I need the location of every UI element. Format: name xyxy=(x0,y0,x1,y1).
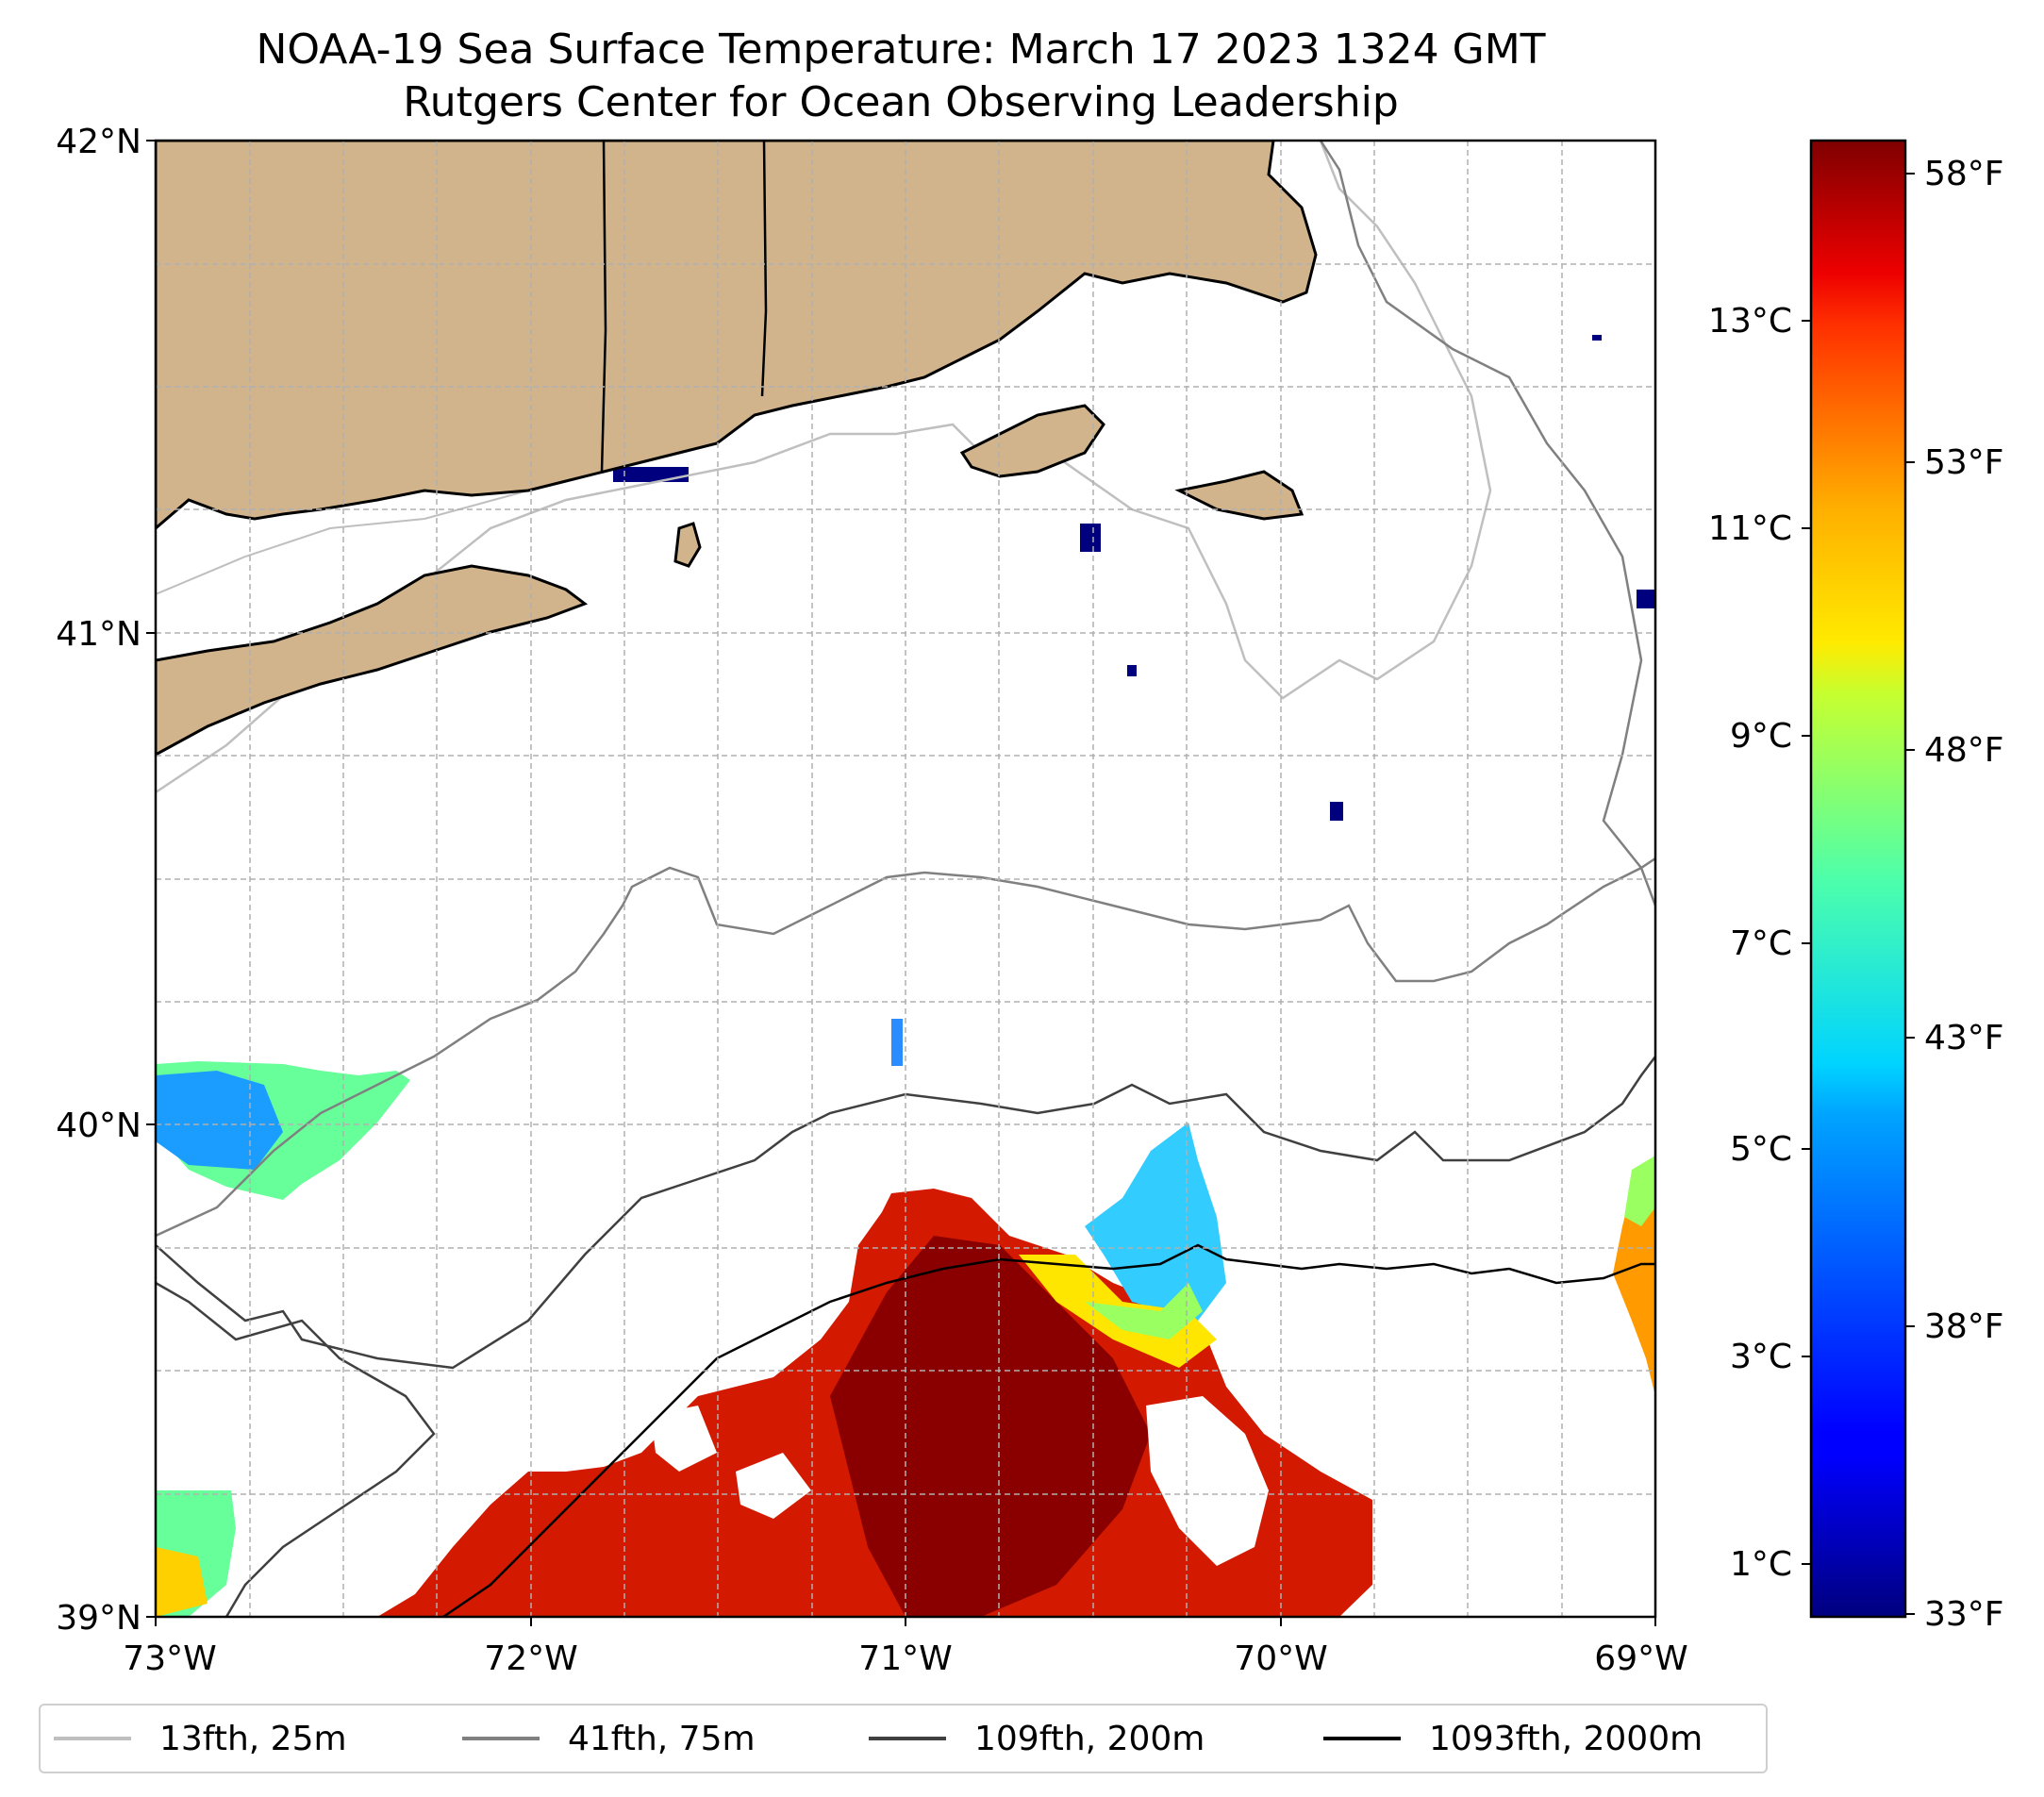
lon-tick-72: 72°W xyxy=(484,1639,577,1678)
legend-item-25m: 13fth, 25m xyxy=(54,1705,347,1772)
legend-label-2000m: 1093fth, 2000m xyxy=(1429,1719,1703,1758)
contour-200m-west xyxy=(156,1281,436,1617)
land xyxy=(156,141,1318,757)
land-marthas-vineyard xyxy=(959,404,1105,478)
cbar-c-11: 11°C xyxy=(1708,509,1792,548)
sst-speck-3 xyxy=(1080,524,1101,552)
lat-tick-42: 42°N xyxy=(56,123,141,161)
lat-tick-41: 41°N xyxy=(56,615,141,654)
sst-cool-edge xyxy=(1085,1123,1226,1321)
contour-25m xyxy=(156,141,1492,794)
contour-2000m xyxy=(442,1243,1655,1617)
cbar-f-48: 48°F xyxy=(1924,731,2004,770)
land-nantucket xyxy=(1174,470,1305,521)
legend-label-75m: 41fth, 75m xyxy=(568,1719,756,1758)
sst-data xyxy=(156,335,1655,1617)
legend-label-25m: 13fth, 25m xyxy=(159,1719,347,1758)
lat-tick-39: 39°N xyxy=(56,1599,141,1638)
lon-tick-73: 73°W xyxy=(123,1639,216,1678)
legend-swatch-200m xyxy=(869,1737,946,1740)
legend-item-2000m: 1093fth, 2000m xyxy=(1323,1705,1703,1772)
border-ny-ct xyxy=(600,141,607,473)
cbar-c-3: 3°C xyxy=(1730,1338,1792,1376)
cbar-f-33: 33°F xyxy=(1924,1595,2004,1634)
sst-hole-2 xyxy=(651,1406,717,1472)
colorbar-fahrenheit-ticks xyxy=(1905,173,1915,1615)
land-long-island xyxy=(156,564,589,757)
bathymetry-contours xyxy=(156,141,1655,1617)
contour-200m xyxy=(156,1056,1655,1370)
cbar-c-9: 9°C xyxy=(1730,717,1792,756)
cbar-f-43: 43°F xyxy=(1924,1019,2004,1057)
map-title: NOAA-19 Sea Surface Temperature: March 1… xyxy=(256,25,1546,74)
sst-hole-1 xyxy=(1146,1396,1269,1566)
gridlines xyxy=(156,141,1655,1617)
sst-speck-7 xyxy=(1592,335,1602,341)
sst-east-green xyxy=(1624,1156,1655,1226)
tick-marks xyxy=(146,140,1656,1626)
lon-tick-70: 70°W xyxy=(1234,1639,1327,1678)
lat-tick-40: 40°N xyxy=(56,1106,141,1145)
cbar-c-13: 13°C xyxy=(1708,302,1792,341)
sst-speck-4 xyxy=(1637,590,1655,608)
map-subtitle: Rutgers Center for Ocean Observing Leade… xyxy=(403,78,1399,126)
lon-tick-69: 69°W xyxy=(1594,1639,1687,1678)
cbar-f-38: 38°F xyxy=(1924,1307,2004,1346)
sst-speck-5 xyxy=(1330,802,1343,821)
sst-speck-6 xyxy=(1127,665,1137,676)
contour-75m xyxy=(156,857,1655,1238)
colorbar-celsius-ticks xyxy=(1802,320,1811,1565)
sst-speck-1 xyxy=(891,1019,903,1066)
land-block-island xyxy=(673,522,702,568)
legend-swatch-25m xyxy=(54,1737,131,1740)
state-borders xyxy=(600,141,849,473)
colorbar xyxy=(1809,139,1907,1619)
contour-legend: 13fth, 25m 41fth, 75m 109fth, 200m 1093f… xyxy=(39,1704,1768,1773)
contour-75m-north xyxy=(1319,141,1655,907)
lon-tick-71: 71°W xyxy=(858,1639,952,1678)
legend-swatch-2000m xyxy=(1323,1737,1401,1740)
sst-west-blue xyxy=(156,1071,283,1170)
legend-item-200m: 109fth, 200m xyxy=(869,1705,1205,1772)
cbar-c-5: 5°C xyxy=(1730,1130,1792,1169)
land-new-england xyxy=(156,141,1318,530)
cbar-f-58: 58°F xyxy=(1924,155,2004,193)
sst-dark-band xyxy=(830,1236,1151,1617)
sst-sw-yellow xyxy=(156,1547,208,1617)
legend-swatch-75m xyxy=(462,1737,540,1740)
cbar-c-7: 7°C xyxy=(1730,924,1792,963)
sst-green-front xyxy=(1085,1283,1203,1339)
legend-label-200m: 109fth, 200m xyxy=(974,1719,1205,1758)
legend-item-75m: 41fth, 75m xyxy=(462,1705,756,1772)
cbar-c-1: 1°C xyxy=(1730,1545,1792,1584)
cbar-f-53: 53°F xyxy=(1924,443,2004,482)
border-ct-ri xyxy=(760,141,768,397)
map-area xyxy=(156,141,1655,1617)
sst-hole-3 xyxy=(736,1453,811,1519)
